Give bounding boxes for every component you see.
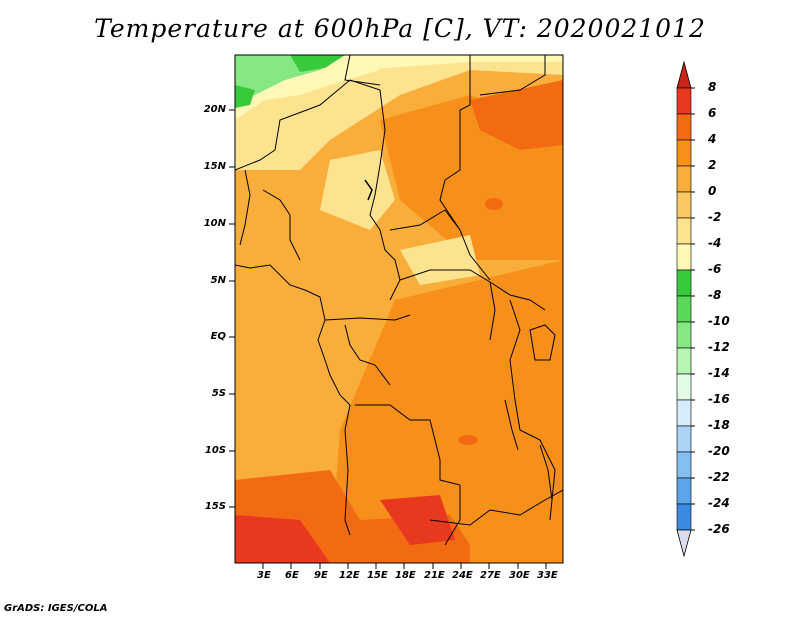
map-frame (234, 54, 564, 564)
lon-label: 21E (424, 570, 445, 581)
colorbar-label: -16 (708, 392, 730, 406)
lon-label: 12E (339, 570, 360, 581)
colorbar-swatch (676, 165, 692, 193)
colorbar-label: -4 (708, 236, 722, 250)
colorbar-label: 8 (708, 80, 717, 94)
colorbar-swatch (676, 139, 692, 167)
colorbar-swatch (676, 347, 692, 375)
lat-label: 5N (210, 275, 226, 286)
colorbar-label: 0 (708, 184, 717, 198)
colorbar-swatch (676, 243, 692, 271)
colorbar-label: -6 (708, 262, 722, 276)
colorbar-label: -24 (708, 496, 730, 510)
lon-label: 6E (285, 570, 299, 581)
colorbar-swatch (676, 191, 692, 219)
lat-label: 15S (204, 501, 226, 512)
colorbar-label: -22 (708, 470, 730, 484)
lat-label: 5S (211, 388, 226, 399)
lon-label: 30E (509, 570, 530, 581)
colorbar-label: -20 (708, 444, 730, 458)
lon-label: 18E (395, 570, 416, 581)
colorbar-swatch (676, 503, 692, 531)
lat-label: 10S (204, 445, 226, 456)
colorbar-swatch (676, 87, 692, 115)
colorbar-swatch (676, 113, 692, 141)
colorbar-swatch (676, 451, 692, 479)
colorbar-label: -14 (708, 366, 730, 380)
lat-label: EQ (210, 331, 226, 342)
lat-label: 15N (203, 161, 226, 172)
colorbar-swatch (676, 477, 692, 505)
colorbar (676, 60, 695, 558)
lat-label: 10N (203, 218, 226, 229)
colorbar-label: -12 (708, 340, 730, 354)
colorbar-swatch (676, 425, 692, 453)
lat-tick-marks (229, 109, 235, 508)
colorbar-label: -18 (708, 418, 730, 432)
colorbar-swatch (676, 295, 692, 323)
lon-label: 3E (257, 570, 271, 581)
colorbar-label: 6 (708, 106, 717, 120)
lon-tick-marks (262, 563, 547, 569)
lon-label: 15E (367, 570, 388, 581)
colorbar-label: 2 (708, 158, 717, 172)
colorbar-swatch (676, 373, 692, 401)
colorbar-label: -26 (708, 522, 730, 536)
colorbar-top-arrow (676, 60, 692, 89)
colorbar-bottom-arrow (676, 529, 692, 558)
colorbar-label: -10 (708, 314, 730, 328)
colorbar-swatch (676, 399, 692, 427)
colorbar-swatch (676, 321, 692, 349)
lon-label: 33E (537, 570, 558, 581)
temperature-field (235, 55, 563, 563)
lat-label: 20N (203, 104, 226, 115)
colorbar-label: -8 (708, 288, 722, 302)
lon-label: 9E (314, 570, 328, 581)
colorbar-swatch (676, 217, 692, 245)
colorbar-label: 4 (708, 132, 717, 146)
lon-label: 27E (480, 570, 501, 581)
colorbar-label: -2 (708, 210, 722, 224)
credit-text: GrADS: IGES/COLA (4, 603, 108, 614)
lon-label: 24E (452, 570, 473, 581)
map-title: Temperature at 600hPa [C], VT: 202002101… (94, 14, 706, 43)
colorbar-swatch (676, 269, 692, 297)
country-borders (235, 55, 563, 546)
